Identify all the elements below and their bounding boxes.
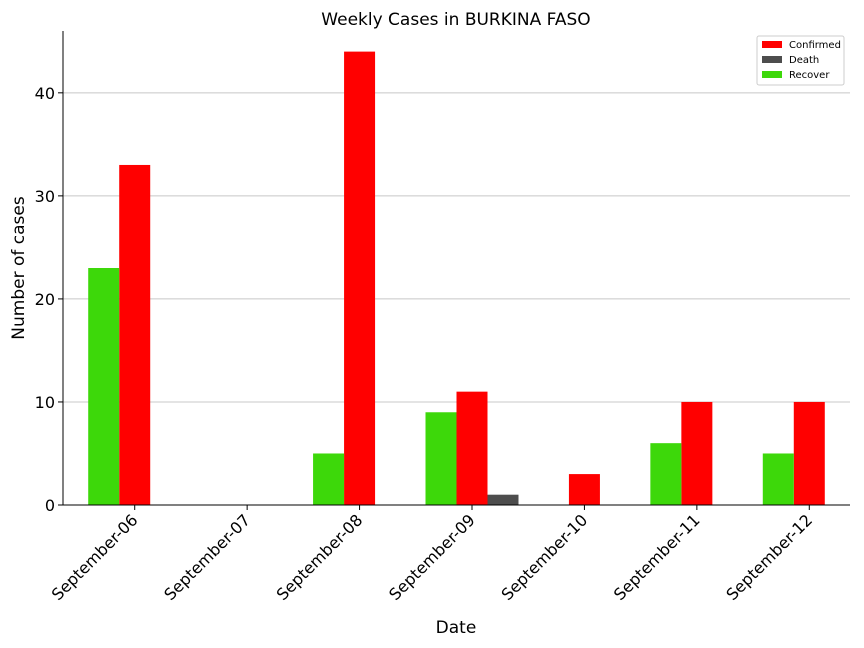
y-ticks: 0 10 20 30 40 <box>35 84 63 515</box>
x-tick-label: September-12 <box>722 510 816 604</box>
x-tick-label: September-07 <box>160 510 254 604</box>
legend-label-recover: Recover <box>789 70 830 81</box>
legend-swatch-recover <box>762 71 782 78</box>
x-tick-label: September-08 <box>273 510 367 604</box>
bar-recover <box>762 453 794 505</box>
bar-recover <box>425 412 457 505</box>
x-axis-title: Date <box>436 618 477 638</box>
grid-lines <box>63 92 850 403</box>
x-tick-label: September-10 <box>498 510 592 604</box>
bar-confirmed <box>344 51 376 505</box>
x-tick-label: September-11 <box>610 510 704 604</box>
bars <box>88 51 825 505</box>
legend-swatch-confirmed <box>762 41 782 48</box>
y-tick-label: 10 <box>35 393 55 412</box>
x-ticks: September-06 September-07 September-08 Sept… <box>48 505 816 604</box>
bar-confirmed <box>681 401 713 505</box>
chart-title: Weekly Cases in BURKINA FASO <box>321 10 590 30</box>
bar-confirmed <box>456 391 488 505</box>
bar-confirmed <box>793 401 825 505</box>
y-tick-label: 30 <box>35 187 55 206</box>
y-tick-label: 20 <box>35 290 55 309</box>
bar-confirmed <box>568 474 600 505</box>
legend-swatch-death <box>762 56 782 63</box>
bar-recover <box>313 453 345 505</box>
legend-label-confirmed: Confirmed <box>789 40 841 51</box>
y-tick-label: 0 <box>45 496 55 515</box>
bar-recover <box>650 443 682 505</box>
x-tick-label: September-06 <box>48 510 142 604</box>
y-tick-label: 40 <box>35 84 55 103</box>
bar-confirmed <box>119 164 151 505</box>
bar-recover <box>88 268 120 505</box>
bar-death <box>487 494 519 505</box>
legend: Confirmed Death Recover <box>756 35 845 86</box>
x-tick-label: September-09 <box>385 510 479 604</box>
y-axis-title: Number of cases <box>9 196 29 340</box>
axes <box>62 31 850 506</box>
legend-label-death: Death <box>789 55 819 66</box>
